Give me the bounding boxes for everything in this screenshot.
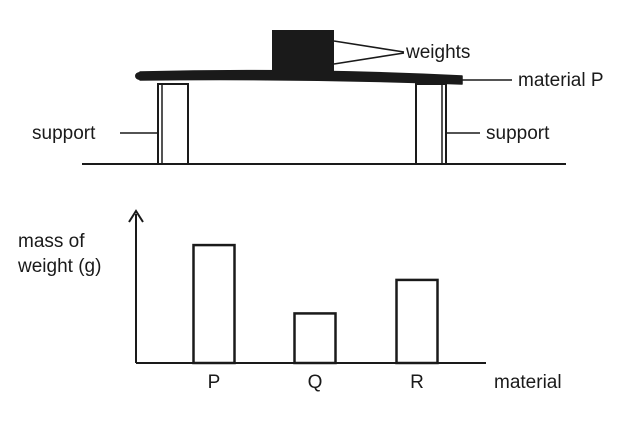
weights-leader [333, 40, 405, 65]
bar-r [395, 278, 439, 365]
category-label-r: R [410, 372, 424, 393]
material-p-strip [139, 69, 463, 85]
weights-block [272, 30, 334, 72]
y-axis-arrow-icon [128, 209, 144, 223]
bar-chart: mass of weight (g) material P Q R [17, 209, 562, 393]
x-axis-label: material [494, 372, 562, 393]
weights-label: weights [405, 42, 470, 63]
category-label-q: Q [308, 372, 323, 393]
material-p-label: material P [518, 70, 604, 91]
apparatus-diagram: weights material P support support [32, 30, 604, 165]
right-support [415, 83, 447, 165]
right-support-label: support [486, 123, 550, 144]
y-axis-label-line2: weight (g) [17, 256, 101, 277]
left-support-label: support [32, 123, 96, 144]
bar-p [192, 243, 236, 365]
left-support [157, 83, 189, 165]
category-labels-group: P Q R [208, 372, 424, 393]
category-label-p: P [208, 372, 221, 393]
y-axis-label-line1: mass of [18, 231, 85, 252]
bars-group [192, 243, 439, 365]
bar-q [293, 312, 337, 365]
